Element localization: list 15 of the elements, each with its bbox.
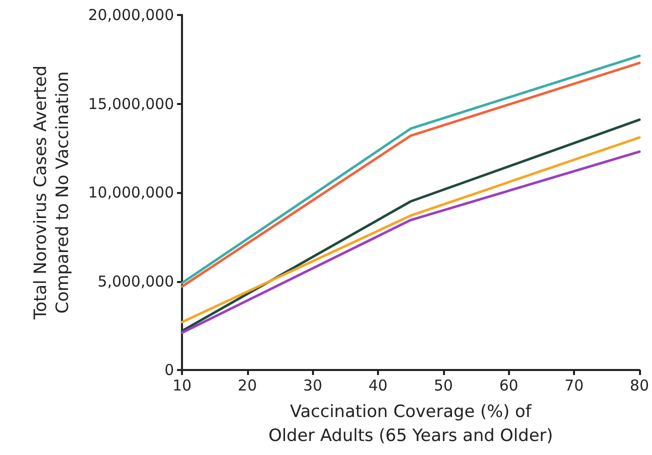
x-tick-label: 70 xyxy=(564,376,584,394)
x-axis-title: Vaccination Coverage (%) of Older Adults (65 Years and Older) xyxy=(268,402,554,446)
y-axis-title: Total Norovirus Cases Averted Compared to No Vaccination xyxy=(31,66,73,320)
y-tick-label: 10,000,000 xyxy=(88,184,174,202)
y-tick-label: 20,000,000 xyxy=(88,6,174,24)
x-tick-label: 40 xyxy=(368,376,388,394)
x-tick-label: 80 xyxy=(630,376,650,394)
x-tick-label: 30 xyxy=(303,376,322,394)
x-tick-label: 60 xyxy=(499,376,518,394)
y-tick-label: 15,000,000 xyxy=(88,94,174,113)
y-tick-label: 0 xyxy=(164,361,174,379)
x-tick-label: 50 xyxy=(434,376,453,394)
x-tick-label: 10 xyxy=(172,376,192,394)
y-tick-label: 5,000,000 xyxy=(98,272,174,290)
x-tick-label: 20 xyxy=(238,376,257,394)
